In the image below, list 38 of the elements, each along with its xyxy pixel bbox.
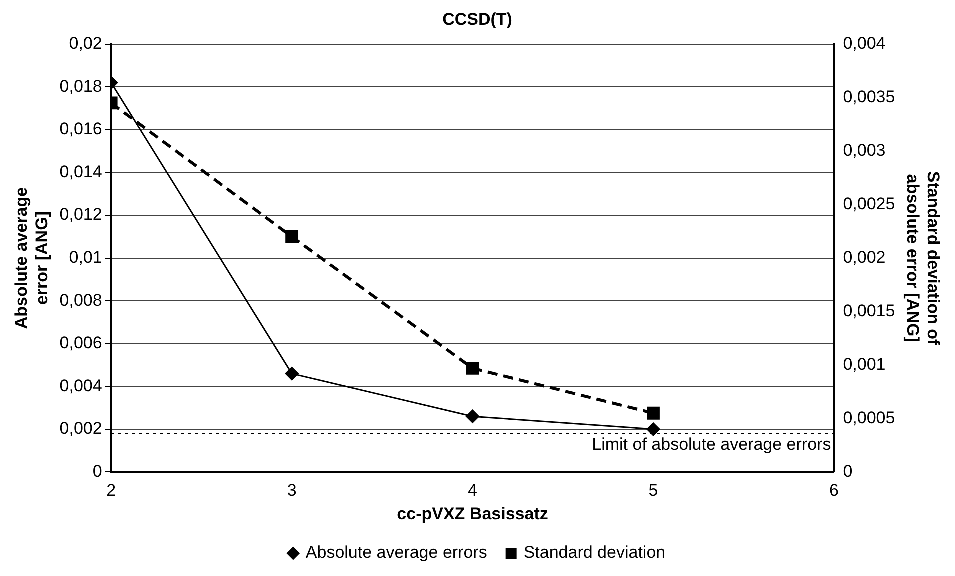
y2-tick-label: 0,002 [843,248,886,267]
y2-tick-label: 0,0015 [843,301,896,320]
y-axis-title: Absolute average error [ANG] [12,187,52,330]
y2-tick-label: 0,001 [843,354,886,374]
y-tick-label: 0,012 [60,205,102,224]
x-tick-label: 6 [829,481,839,500]
x-tick-label: 4 [468,481,478,500]
y-tick-label: 0,004 [60,376,102,396]
legend-label: Absolute average errors [306,543,488,562]
y2-tick-label: 0,003 [843,141,886,160]
x-tick-label: 5 [648,481,658,500]
y2-tick-label: 0,0025 [843,194,896,214]
y2-tick-label: 0,0035 [843,88,896,107]
point [647,406,660,420]
y-tick-label: 0,002 [60,419,102,438]
point [466,410,480,424]
y2-tick-label: 0,0005 [843,408,896,428]
legend-label: Standard deviation [524,543,666,562]
chart-title: CCSD(T) [442,10,512,29]
y-tick-label: 0,01 [69,248,102,267]
y-tick-label: 0 [92,462,102,481]
x-axis-title: cc-pVXZ Basissatz [397,504,548,524]
y-tick-label: 0,006 [60,334,102,353]
y-tick-label: 0,02 [69,34,102,54]
y-tick-label: 0,018 [60,76,102,96]
x-tick-label: 2 [106,481,116,500]
y-tick-label: 0,014 [60,162,102,182]
ref-line-label: Limit of absolute average errors [592,434,832,454]
point [466,362,480,375]
point [285,367,299,381]
y-tick-label: 0,016 [60,120,102,139]
y-tick-label: 0,008 [60,290,102,310]
x-tick-label: 3 [287,481,297,500]
point [646,422,660,436]
y2-tick-label: 0 [843,462,853,481]
y2-axis-title: Standard deviation of absolute error [ANG] [904,171,944,346]
point [286,230,299,244]
y2-tick-label: 0,004 [843,34,886,54]
